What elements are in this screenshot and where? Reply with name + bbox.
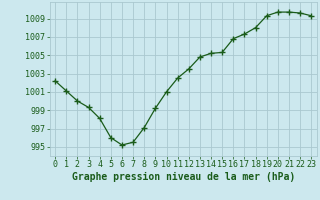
X-axis label: Graphe pression niveau de la mer (hPa): Graphe pression niveau de la mer (hPa) xyxy=(72,172,295,182)
